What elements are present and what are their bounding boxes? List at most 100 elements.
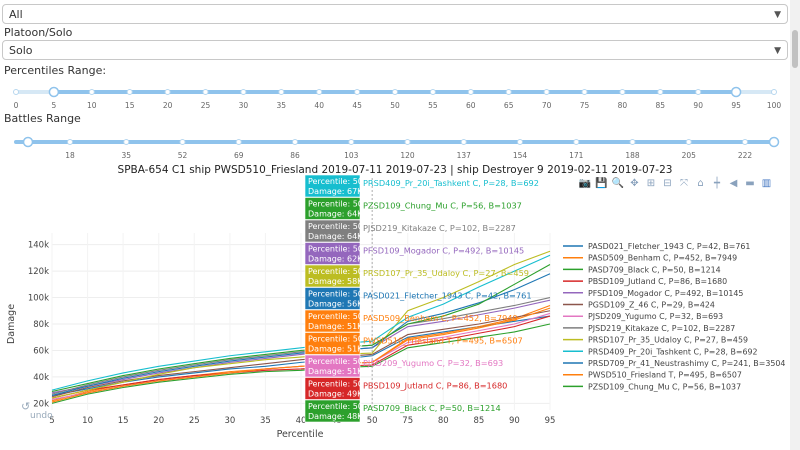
hover-damage-text: Damage: 49K bbox=[308, 390, 363, 399]
hover-series-text: PRSD107_Pr_35_Udaloy C, P=27, B=459 bbox=[363, 268, 529, 278]
legend-item-label[interactable]: PJSD209_Yugumo C, P=32, B=693 bbox=[588, 312, 723, 321]
slider-mark bbox=[67, 139, 73, 145]
legend-item-label[interactable]: PRSD409_Pr_20i_Tashkent C, P=28, B=692 bbox=[588, 347, 758, 356]
hover-series-text: PASD709_Black C, P=50, B=1214 bbox=[363, 403, 501, 413]
pan-icon[interactable]: ✥ bbox=[630, 178, 638, 189]
hover-damage-text: Damage: 56K bbox=[308, 300, 363, 309]
scrollbar-thumb[interactable] bbox=[792, 30, 798, 68]
hover-label-box bbox=[304, 242, 361, 265]
slider-tick-label: 50 bbox=[390, 101, 400, 110]
x-tick-label: 15 bbox=[118, 416, 129, 426]
hover-percentile-text: Percentile: 50 bbox=[308, 380, 363, 389]
slider-mark bbox=[685, 139, 692, 145]
slider-tick-label: 100 bbox=[767, 101, 782, 110]
y-axis-title: Damage bbox=[6, 304, 17, 344]
legend-item-label[interactable]: PBSD109_Jutland C, P=86, B=1680 bbox=[588, 277, 727, 286]
slider-tick-label: 205 bbox=[682, 151, 697, 160]
chart-title: SPBA-654 C1 ship PWSD510_Friesland 2019-… bbox=[118, 164, 673, 176]
x-tick-label: 10 bbox=[82, 416, 93, 426]
slider-mark bbox=[742, 139, 748, 145]
hover-label-box bbox=[304, 332, 361, 355]
slider-mark bbox=[348, 139, 355, 145]
x-tick-label: 25 bbox=[189, 416, 200, 426]
slider-handle[interactable] bbox=[730, 86, 742, 98]
platoon-select[interactable]: Solo ▼ bbox=[2, 40, 788, 60]
y-tick-label: 120k bbox=[28, 267, 49, 277]
autoscale-icon[interactable]: ⤧ bbox=[680, 178, 688, 189]
save-icon[interactable]: 💾 bbox=[595, 176, 607, 189]
slider-mark bbox=[460, 139, 467, 145]
series-line bbox=[51, 254, 551, 391]
chevron-down-icon: ▼ bbox=[774, 46, 781, 56]
slider-tick-label: 5 bbox=[52, 101, 57, 110]
slider-handle[interactable] bbox=[48, 86, 60, 98]
slider-tick-label: 222 bbox=[738, 151, 753, 160]
spike-icon[interactable]: ┿ bbox=[713, 176, 721, 189]
hover-label-box bbox=[304, 219, 361, 243]
hover-series-text: PZSD109_Chung_Mu C, P=56, B=1037 bbox=[363, 201, 522, 211]
slider-handle[interactable] bbox=[22, 136, 34, 148]
hover-percentile-text: Percentile: 50 bbox=[308, 177, 363, 186]
slider-tick-label: 35 bbox=[277, 101, 287, 110]
hover-damage-text: Damage: 51K bbox=[308, 367, 363, 376]
slider-tick-label: 18 bbox=[65, 151, 75, 160]
hover-label-box bbox=[304, 377, 361, 400]
slider-mark bbox=[392, 89, 398, 95]
slider-tick-label: 80 bbox=[618, 101, 628, 110]
percentile-range-slider[interactable]: 0 5 10 15 20 25 30 35 40 45 50 55 60 65 70 75 80 85 90 95 10… bbox=[13, 86, 782, 111]
slider-handle[interactable] bbox=[768, 136, 780, 148]
slider-tick-label: 20 bbox=[163, 101, 173, 110]
hover-label-box bbox=[304, 309, 361, 333]
zoom-out-icon[interactable]: ⊟ bbox=[663, 178, 671, 189]
x-tick-label: 20 bbox=[153, 416, 164, 426]
x-tick-label: 35 bbox=[260, 416, 271, 426]
x-tick-label: 50 bbox=[367, 416, 378, 426]
plotly-logo-icon[interactable]: ▥ bbox=[762, 178, 771, 189]
legend-item-label[interactable]: PASD509_Benham C, P=452, B=7949 bbox=[588, 254, 737, 263]
legend-item-label[interactable]: PRSD107_Pr_35_Udaloy C, P=27, B=459 bbox=[588, 336, 748, 345]
x-axis: 51015202530354045507580859095Percentile bbox=[49, 416, 555, 440]
slider-tick-label: 60 bbox=[466, 101, 476, 110]
slider-mark bbox=[354, 89, 361, 95]
series-line bbox=[51, 273, 551, 396]
undo-icon[interactable]: ↺ bbox=[21, 400, 30, 413]
slider-tick-label: 45 bbox=[352, 101, 362, 110]
legend-item-label[interactable]: PFSD109_Mogador C, P=492, B=10145 bbox=[588, 289, 743, 298]
camera-icon[interactable]: 📷 bbox=[579, 178, 591, 189]
slider-mark bbox=[695, 89, 702, 95]
hover-damage-text: Damage: 64K bbox=[308, 232, 363, 241]
home-icon[interactable]: ⌂ bbox=[697, 178, 703, 189]
slider-tick-label: 86 bbox=[290, 151, 300, 160]
battles-label: Battles Range bbox=[4, 112, 81, 125]
slider-tick-label: 171 bbox=[569, 151, 584, 160]
ship-filter-select[interactable]: All ▼ bbox=[2, 4, 788, 24]
series-line bbox=[51, 307, 551, 403]
hover-label-box bbox=[304, 197, 361, 220]
legend-item-label[interactable]: PJSD219_Kitakaze C, P=102, B=2287 bbox=[588, 324, 735, 333]
series-line bbox=[51, 315, 551, 399]
page-scrollbar[interactable] bbox=[790, 0, 800, 450]
legend-item-label[interactable]: PZSD109_Chung_Mu C, P=56, B=1037 bbox=[588, 382, 741, 391]
undo-label[interactable]: undo bbox=[30, 411, 53, 421]
hover-label-box bbox=[304, 354, 361, 378]
hover-series-text: PASD509_Benham C, P=452, B=7949 bbox=[363, 313, 518, 323]
zoom-icon[interactable]: 🔍 bbox=[612, 176, 624, 189]
legend-item-label[interactable]: PWSD510_Friesland T, P=495, B=6507 bbox=[588, 371, 742, 380]
legend-item-label[interactable]: PGSD109_Z_46 C, P=29, B=424 bbox=[588, 301, 715, 310]
slider-mark bbox=[202, 89, 209, 95]
zoom-in-icon[interactable]: ⊞ bbox=[647, 178, 655, 189]
legend-item-label[interactable]: PRSD709_Pr_41_Neustrashimy C, P=241, B=3… bbox=[588, 359, 785, 368]
legend-item-label[interactable]: PASD709_Black C, P=50, B=1214 bbox=[588, 265, 721, 274]
hover-percentile-text: Percentile: 50 bbox=[308, 267, 363, 276]
slider-mark bbox=[404, 139, 411, 145]
slider-tick-label: 90 bbox=[693, 101, 703, 110]
battles-range-slider[interactable]: 18 35 52 69 86 103 120 137 154 171 188 205 222 bbox=[14, 136, 780, 161]
series-line bbox=[51, 323, 551, 404]
hover-closest-icon[interactable]: ◀ bbox=[730, 178, 738, 189]
legend-item-label[interactable]: PASD021_Fletcher_1943 C, P=42, B=761 bbox=[588, 242, 750, 251]
slider-tick-label: 65 bbox=[504, 101, 514, 110]
hover-compare-icon[interactable]: ▬ bbox=[745, 178, 754, 189]
slider-mark bbox=[164, 89, 171, 95]
x-tick-label: 5 bbox=[49, 416, 54, 426]
